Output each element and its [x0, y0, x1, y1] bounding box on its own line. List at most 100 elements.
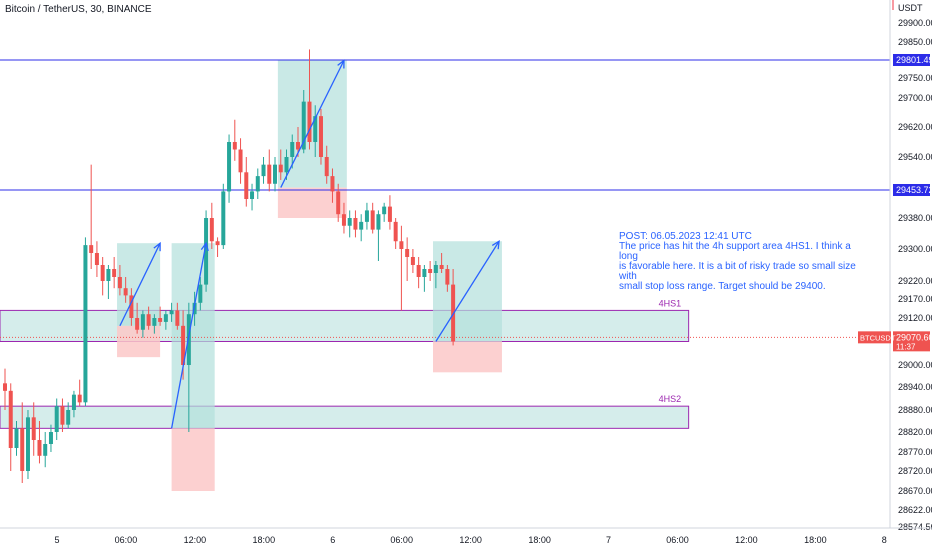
candle-body[interactable]: [439, 265, 444, 269]
candle-body[interactable]: [215, 241, 220, 246]
candle-body[interactable]: [393, 221, 398, 242]
candle-body[interactable]: [410, 257, 415, 265]
candle-body[interactable]: [54, 406, 59, 432]
candle-body[interactable]: [8, 390, 13, 448]
candle-body[interactable]: [416, 265, 421, 277]
candle-body[interactable]: [376, 214, 381, 230]
candle-body[interactable]: [43, 444, 48, 456]
note-line-4: small stop loss range. Target should be …: [619, 281, 826, 292]
candle-body[interactable]: [140, 314, 145, 330]
candle-body[interactable]: [152, 318, 157, 326]
candle-body[interactable]: [77, 394, 82, 403]
candle-body[interactable]: [295, 142, 300, 150]
candle-body[interactable]: [347, 218, 352, 226]
candle-body[interactable]: [307, 101, 312, 142]
arrow-head: [337, 59, 345, 69]
candle-body[interactable]: [261, 164, 266, 177]
candle-body[interactable]: [428, 269, 433, 273]
candle-body[interactable]: [232, 142, 237, 150]
candle-body[interactable]: [163, 314, 168, 322]
candle-body[interactable]: [445, 269, 450, 285]
time-tick-label: 06:00: [390, 535, 413, 545]
candle-body[interactable]: [318, 116, 323, 157]
candle-body[interactable]: [25, 417, 30, 471]
candle-body[interactable]: [175, 310, 180, 326]
candle-body[interactable]: [3, 383, 7, 391]
candle-body[interactable]: [198, 284, 203, 303]
candle-body[interactable]: [370, 210, 375, 230]
candle-body[interactable]: [267, 164, 272, 184]
candle-body[interactable]: [364, 210, 369, 222]
candle-body[interactable]: [250, 191, 255, 200]
candle-body[interactable]: [48, 432, 53, 444]
trend-arrow[interactable]: [119, 242, 161, 327]
candle-body[interactable]: [146, 314, 151, 326]
support-zone-label: 4HS2: [659, 394, 682, 404]
candle-body[interactable]: [117, 277, 122, 289]
candle-body[interactable]: [192, 302, 197, 315]
trend-arrow[interactable]: [435, 240, 500, 342]
candle-body[interactable]: [359, 221, 364, 230]
candle-body[interactable]: [169, 310, 174, 315]
candle-body[interactable]: [66, 410, 71, 425]
candle-body[interactable]: [433, 265, 438, 273]
symbol-label: BTCUSDT: [860, 333, 896, 342]
candle-body[interactable]: [353, 218, 358, 230]
trade-note-annotation[interactable]: POST: 06.05.2023 12:41 UTC The price has…: [619, 232, 859, 292]
candle-body[interactable]: [71, 394, 76, 410]
candle-body[interactable]: [129, 295, 134, 318]
candle-body[interactable]: [244, 172, 249, 200]
candle-body[interactable]: [20, 428, 25, 471]
support-zone-2[interactable]: [0, 405, 690, 429]
candle-body[interactable]: [301, 101, 306, 150]
candle-body[interactable]: [284, 157, 289, 173]
candle-body[interactable]: [112, 269, 117, 277]
candle-body[interactable]: [422, 269, 427, 277]
candle-body[interactable]: [324, 157, 329, 177]
price-tick-label: 29620.00: [898, 122, 932, 132]
candle-body[interactable]: [290, 142, 295, 157]
candle-body[interactable]: [382, 206, 387, 215]
candle-body[interactable]: [94, 253, 99, 265]
candle-body[interactable]: [186, 314, 191, 365]
candle-body[interactable]: [399, 241, 404, 249]
candle-body[interactable]: [313, 116, 318, 142]
candle-body[interactable]: [37, 440, 42, 456]
candle-body[interactable]: [89, 245, 94, 253]
price-tick-label: 28770.00: [898, 447, 932, 457]
trend-arrow[interactable]: [170, 243, 207, 429]
candle-body[interactable]: [158, 318, 163, 322]
candle-body[interactable]: [227, 142, 232, 192]
candle-body[interactable]: [336, 191, 341, 215]
candle-body[interactable]: [387, 206, 392, 222]
candle-body[interactable]: [238, 149, 243, 173]
candle-body[interactable]: [135, 318, 140, 330]
candle-body[interactable]: [14, 428, 19, 448]
level-price-tag: [893, 184, 930, 196]
candle-body[interactable]: [123, 288, 128, 296]
candle-body[interactable]: [181, 325, 186, 365]
candle-body[interactable]: [60, 406, 65, 425]
support-zone-1[interactable]: [0, 309, 690, 342]
candle-body[interactable]: [405, 249, 410, 257]
profit-zone: [171, 243, 215, 429]
trend-arrow[interactable]: [280, 60, 345, 188]
price-tick-label: 28574.56: [898, 522, 932, 532]
candle-body[interactable]: [106, 269, 111, 281]
arrow-head: [491, 239, 500, 250]
candle-body[interactable]: [204, 218, 209, 285]
candle-body[interactable]: [31, 417, 36, 440]
time-tick-label: 18:00: [253, 535, 276, 545]
price-tick-label: 28820.00: [898, 427, 932, 437]
candle-body[interactable]: [341, 214, 346, 226]
candle-body[interactable]: [278, 164, 283, 173]
price-tick-label: 29380.00: [898, 213, 932, 223]
candle-body[interactable]: [83, 245, 88, 403]
candle-body[interactable]: [255, 176, 260, 192]
candle-body[interactable]: [100, 265, 105, 281]
candle-body[interactable]: [273, 164, 278, 184]
candle-body[interactable]: [209, 218, 214, 242]
candle-body[interactable]: [330, 176, 335, 192]
candle-body[interactable]: [221, 191, 226, 246]
